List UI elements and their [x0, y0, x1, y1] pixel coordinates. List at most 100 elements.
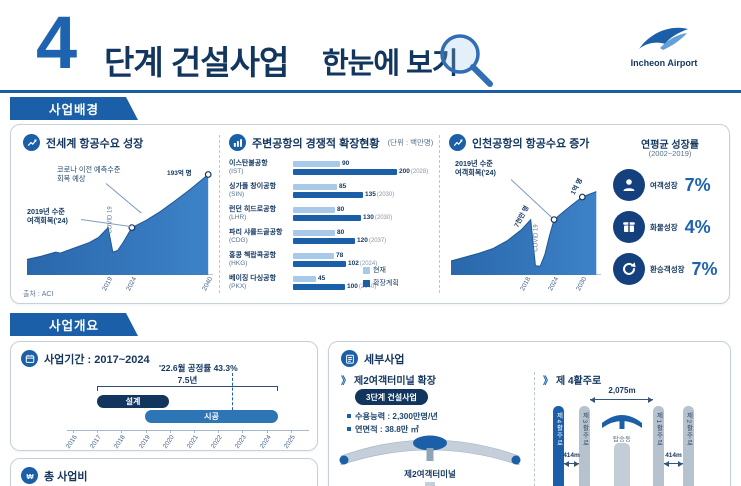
bullet-square-icon	[347, 427, 351, 431]
legend-current: 현재	[363, 265, 399, 275]
airport-bar-rows: 이스탄불공항 (IST) 90 200 (2028) 싱가폴 창이공항 (SIN) 85 135…	[229, 156, 437, 294]
runway-3-bar: 제3활주로	[579, 406, 590, 486]
runway-4-bar: 제4활주로	[553, 406, 564, 486]
detail-divider	[534, 372, 535, 486]
ribbon-background: 사업배경	[10, 97, 138, 120]
runway-gap-left-arrow	[564, 460, 579, 467]
plan-value: 200	[399, 168, 410, 175]
plan-bar-line: 102 (2024)	[293, 260, 437, 268]
airport-bars: 45 100 (2040)	[293, 275, 437, 291]
timeline-year: 2021	[185, 434, 200, 450]
detail-title: 세부사업	[364, 353, 405, 366]
svg-text:₩: ₩	[26, 472, 34, 481]
plan-year-note: (2028)	[410, 168, 429, 175]
incheon-demand-title-row: 인천공항의 항공수요 증가	[449, 134, 589, 151]
cost-title-row: ₩ 총 사업비	[21, 467, 88, 484]
current-value: 78	[336, 252, 344, 259]
t2-capacity-bullet: 수용능력 : 2,300만명/년	[347, 410, 438, 422]
t2-capacity-text: 수용능력 : 2,300만명/년	[355, 412, 438, 421]
airport-code: (HKG)	[229, 260, 248, 268]
airport-name: 이스탄불공항	[229, 159, 268, 167]
airport-row: 런던 히드로공항 (LHR) 80 130 (2030)	[229, 202, 437, 225]
current-value: 80	[337, 229, 345, 236]
airports-title-row: 주변공항의 경쟁적 확장현황 (단위 : 백만명)	[229, 134, 433, 151]
incheon-xtick: 2018	[519, 276, 533, 293]
current-value: 85	[339, 183, 347, 190]
airport-bars: 90 200 (2028)	[293, 160, 437, 176]
timeline-tick	[194, 430, 195, 433]
plan-year-note: (2030)	[374, 214, 393, 221]
chevrons-icon: 》	[341, 376, 351, 387]
plan-year-note: (2024)	[359, 260, 378, 267]
current-bar	[293, 275, 316, 282]
timeline-year: 2025	[282, 434, 297, 450]
t2-glyph-icon	[602, 415, 642, 429]
clipboard-icon	[341, 350, 358, 367]
plan-bar-line: 130 (2030)	[293, 214, 437, 222]
timeline-year: 2016	[64, 434, 79, 450]
timeline-tick	[121, 430, 123, 433]
current-bar-line: 80	[293, 206, 437, 214]
airport-name: 베이징 다싱공항	[229, 274, 277, 282]
current-bar-line: 90	[293, 160, 437, 168]
plan-bar-line: 100 (2040)	[293, 283, 437, 291]
recovery-annotation-global: 2019년 수준 여객회복('24)	[27, 207, 68, 226]
bar-legend: 현재 확장계획	[363, 265, 399, 291]
global-xtick: 2024	[125, 276, 139, 293]
plan-bar	[293, 283, 345, 290]
growth-value: 7%	[684, 174, 711, 195]
runway-heading-row: 》 제 4활주로	[543, 372, 601, 387]
timeline-year: 2022	[210, 434, 224, 450]
airport-label: 파리 샤를드골공항 (CDG)	[229, 229, 293, 245]
current-bar	[293, 229, 335, 236]
current-bar	[293, 252, 334, 259]
covid-label-incheon: COVID 19	[533, 224, 540, 252]
panel-cost: ₩ 총 사업비	[10, 458, 318, 486]
incheon-xtick: 2030	[575, 276, 589, 293]
growth-item-passenger: 여객성장 7%	[613, 169, 711, 201]
timeline-tick	[145, 430, 147, 433]
timeline-year: 2020	[161, 434, 176, 450]
current-value: 45	[318, 275, 326, 282]
period-title-row: 사업기간 : 2017~2024	[21, 350, 150, 367]
duration-bracket	[97, 386, 278, 391]
transfer-arrow-icon	[613, 253, 645, 285]
airport-row: 이스탄불공항 (IST) 90 200 (2028)	[229, 156, 437, 179]
growth-label: 화물성장	[650, 222, 678, 232]
passenger-icon	[613, 169, 645, 201]
global-xtick: 2019	[101, 276, 115, 293]
incheon-xtick: 2024	[547, 276, 561, 293]
t2-area-bullet: 연면적 : 38.8만 ㎡	[347, 423, 419, 435]
legend-swatch-plan	[363, 279, 370, 287]
plan-bar	[293, 237, 355, 244]
cost-title: 총 사업비	[44, 470, 88, 483]
runway-1-bar: 제1활주로	[653, 406, 664, 486]
airport-row: 싱가폴 창이공항 (SIN) 85 135 (2030)	[229, 179, 437, 202]
growth-value: 4%	[684, 216, 711, 237]
timeline-tick	[266, 430, 268, 433]
concourse-shape	[614, 443, 630, 486]
plan-bar-line: 120 (2037)	[293, 237, 437, 245]
global-xtick: 2040	[201, 276, 215, 293]
airport-code: (IST)	[229, 168, 244, 176]
covid-label-global: COVID 19	[107, 206, 114, 234]
growth-item-transfer: 환승객성장 7%	[613, 253, 718, 285]
ribbon-overview: 사업개요	[10, 313, 138, 336]
t2-diagram-label: 제2여객터미널	[404, 469, 456, 479]
current-value: 80	[337, 206, 345, 213]
timeline-year: 2018	[113, 434, 128, 450]
runway-heading: 제 4활주로	[556, 376, 602, 387]
logo-text: Incheon Airport	[630, 58, 698, 68]
won-currency-icon: ₩	[21, 467, 38, 484]
growth-title: 연평균 성장률	[641, 140, 699, 151]
wing-icon	[639, 27, 688, 50]
airports-title: 주변공항의 경쟁적 확장현황	[252, 137, 380, 150]
global-demand-title: 전세계 항공수요 성장	[46, 137, 144, 150]
recovery-annotation-incheon: 2019년 수준 여객회복('24)	[455, 159, 496, 178]
legend-label-plan: 확장계획	[373, 280, 399, 287]
current-value: 90	[342, 160, 350, 167]
panel-background: 전세계 항공수요 성장 코로나 이전 예측수준 회복 예상 2019년 수준 여…	[10, 124, 730, 304]
column-divider	[219, 135, 220, 293]
forecast-annotation: 코로나 이전 예측수준 회복 예상	[57, 165, 121, 184]
calendar-icon	[21, 350, 38, 367]
